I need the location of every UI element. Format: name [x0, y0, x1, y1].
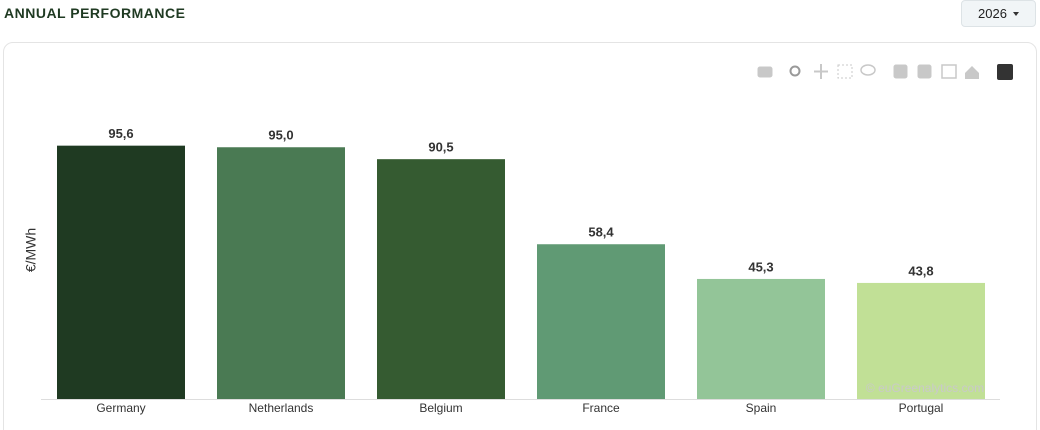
x-tick-label: Germany — [96, 401, 145, 415]
caret — [1012, 11, 1019, 16]
x-tick-label: Portugal — [899, 401, 944, 415]
toolbar — [757, 64, 1013, 80]
lasso-icon[interactable] — [860, 64, 876, 76]
select-icon[interactable] — [837, 64, 853, 79]
home-icon[interactable] — [965, 66, 979, 79]
year-dropdown[interactable]: 2026 — [961, 0, 1036, 27]
value-label: 90,5 — [428, 140, 453, 155]
bar — [377, 159, 505, 399]
bar — [57, 145, 185, 399]
x-tick-label: France — [582, 401, 620, 415]
watermark: © euGreenalytics.com — [866, 381, 984, 395]
bar — [537, 244, 665, 399]
logo-icon[interactable] — [997, 64, 1013, 80]
bar — [697, 278, 825, 399]
value-label: 95,6 — [108, 126, 133, 141]
zoom-out-icon[interactable] — [917, 64, 932, 79]
zoom-icon[interactable] — [789, 65, 801, 77]
page-title: ANNUAL PERFORMANCE — [4, 5, 186, 21]
value-label: 58,4 — [588, 225, 614, 240]
zoom-in-icon[interactable] — [893, 64, 908, 79]
x-tick-label: Netherlands — [249, 401, 314, 415]
year-value: 2026 — [978, 6, 1007, 21]
camera-icon[interactable] — [757, 66, 773, 78]
autoscale-icon[interactable] — [941, 64, 957, 79]
bar — [857, 282, 985, 399]
x-tick-label: Spain — [746, 401, 777, 415]
x-tick-label: Belgium — [419, 401, 462, 415]
y-axis-label: €/MWh — [23, 228, 39, 272]
value-label: 95,0 — [268, 128, 293, 143]
value-label: 45,3 — [748, 259, 773, 274]
value-label: 43,8 — [908, 263, 933, 278]
bar — [217, 147, 345, 399]
pan-icon[interactable] — [814, 64, 828, 79]
